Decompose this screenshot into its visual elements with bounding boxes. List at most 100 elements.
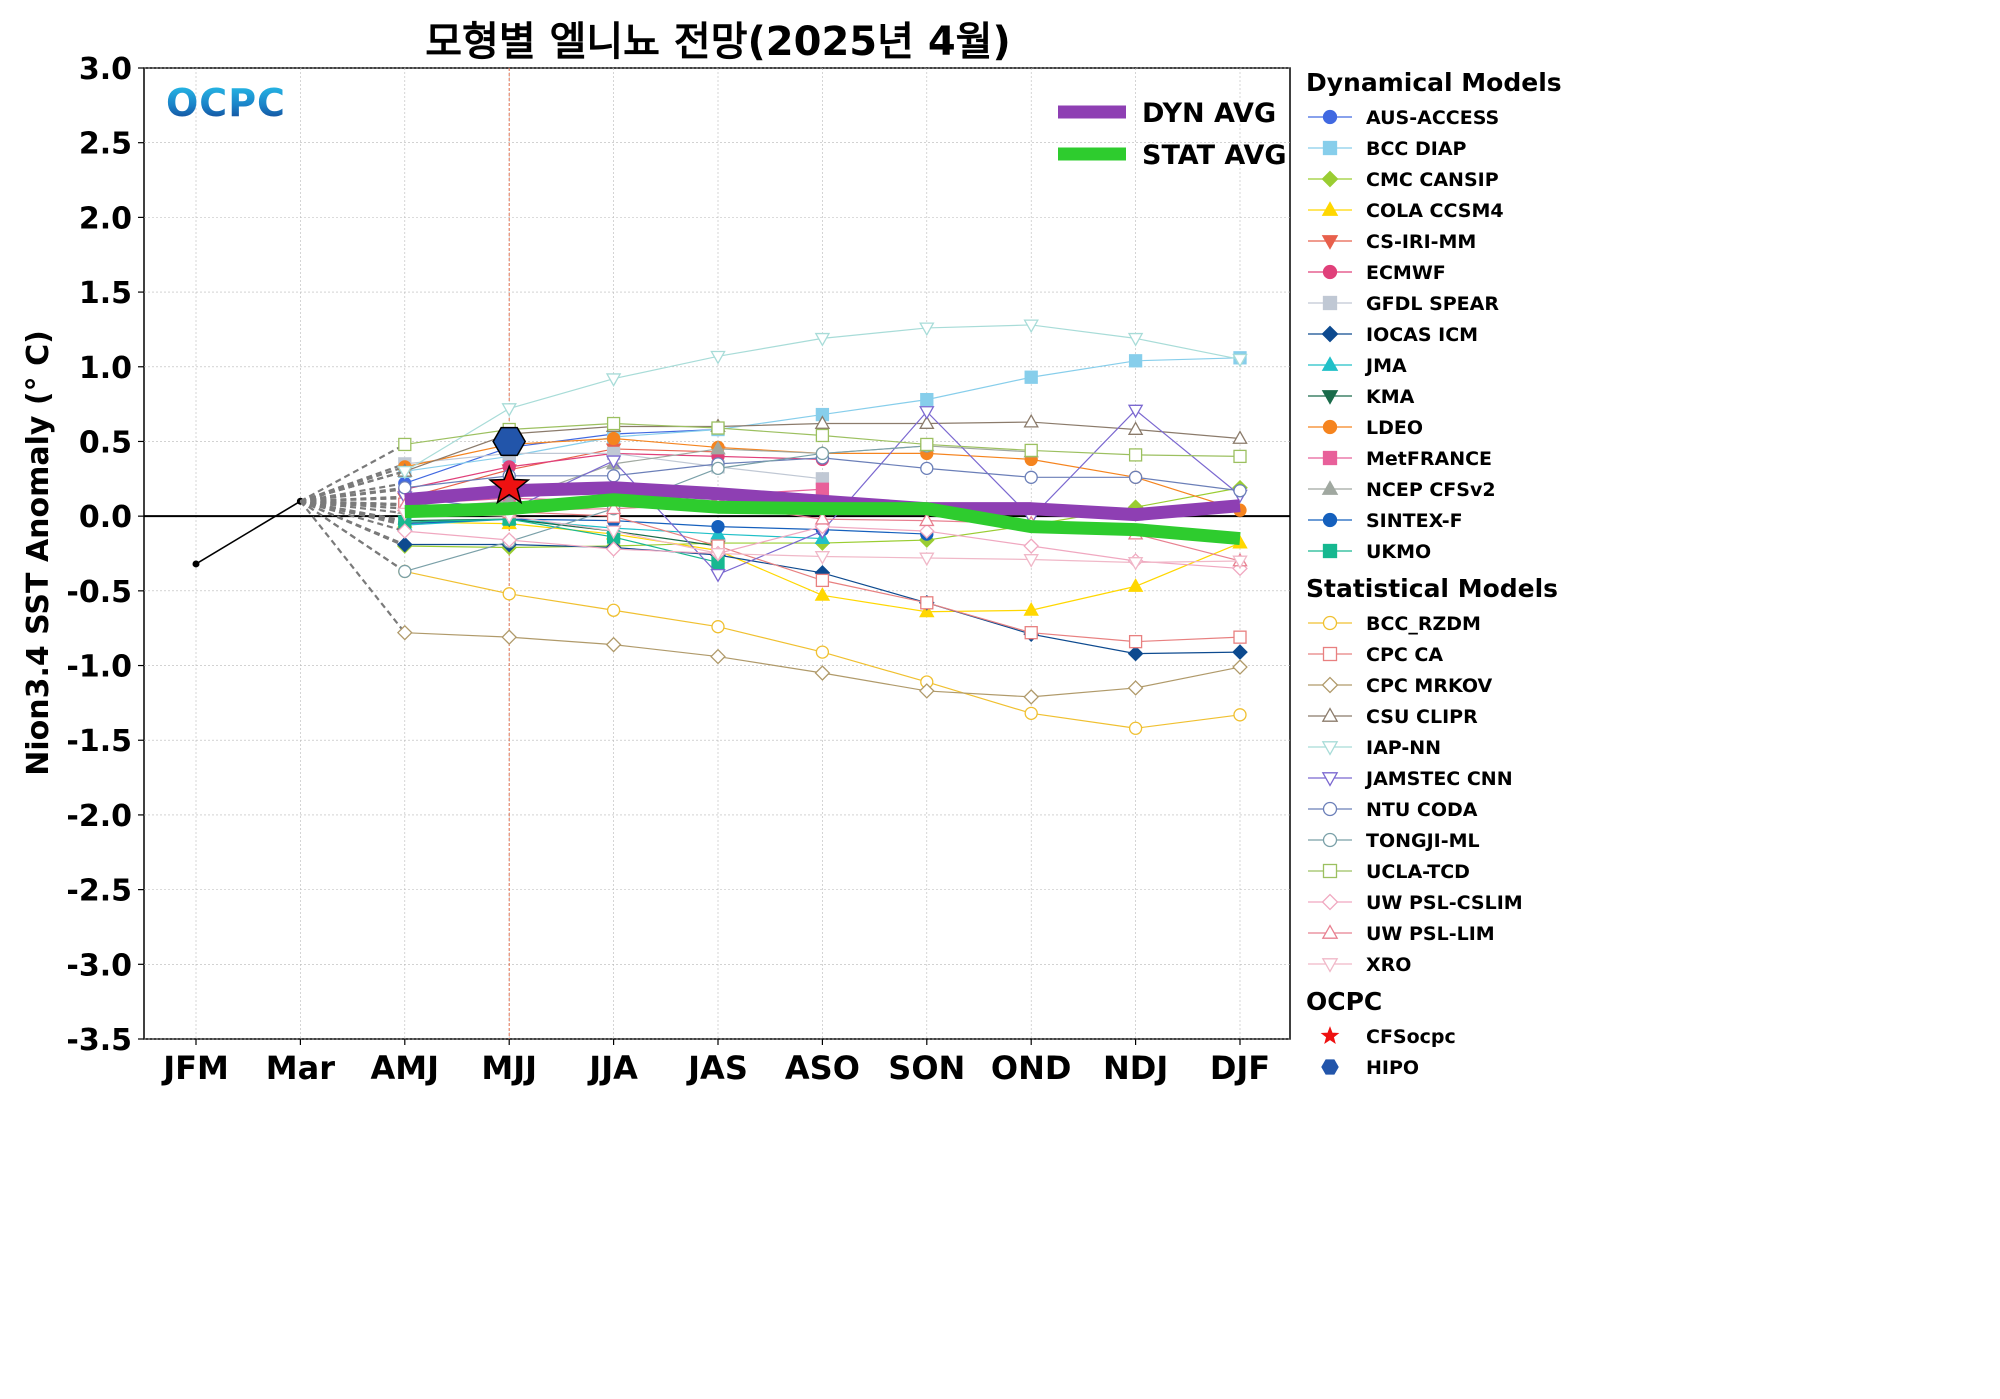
series-line (404, 428, 719, 484)
y-tick-label: 1.5 (79, 276, 132, 311)
connector-line (300, 465, 406, 503)
data-point (396, 523, 413, 539)
data-point (606, 603, 621, 617)
data-point (396, 624, 413, 641)
data-point (1023, 554, 1039, 568)
data-point (711, 519, 725, 534)
y-tick-label: 0.0 (79, 500, 132, 535)
legend-marker (1322, 109, 1338, 125)
data-point (1127, 404, 1144, 419)
data-point (814, 665, 831, 681)
legend-label: TONGJI-ML (1366, 830, 1480, 852)
connector-line (299, 500, 406, 548)
hipo-marker (492, 426, 527, 457)
data-point (815, 446, 830, 461)
connector-line (299, 500, 406, 573)
legend-marker (1321, 480, 1339, 495)
data-point (711, 620, 725, 634)
legend-label: GFDL SPEAR (1366, 293, 1499, 315)
legend-group-title: OCPC (1306, 987, 1382, 1016)
data-point (919, 552, 935, 567)
legend-marker (1321, 356, 1339, 371)
data-point (1024, 626, 1038, 640)
connector-line (299, 500, 406, 546)
y-tick-label: -3.5 (66, 1023, 132, 1058)
legend-marker (1321, 707, 1339, 722)
legend-marker (1322, 450, 1338, 466)
connector-line (300, 495, 405, 503)
x-tick-label: ASO (785, 1049, 860, 1087)
legend-label: CFSocpc (1366, 1026, 1456, 1048)
data-point (1233, 708, 1247, 722)
y-tick-label: -1.5 (66, 724, 132, 759)
data-point (501, 403, 517, 417)
data-point (919, 322, 935, 337)
avg-line-dyn-avg (404, 481, 1241, 522)
data-point (919, 406, 935, 420)
connector-line (300, 500, 406, 533)
legend-marker (1322, 140, 1338, 156)
data-point (919, 415, 935, 429)
data-point (1024, 443, 1038, 458)
legend-label: BCC_RZDM (1366, 613, 1481, 635)
data-point (920, 461, 934, 476)
connector-line (300, 482, 405, 503)
average-series (404, 481, 1241, 546)
avg-legend: DYN AVG STAT AVG (1058, 98, 1287, 171)
avg-line-stat-avg (404, 493, 1241, 546)
legend-marker (1321, 170, 1339, 188)
data-point (710, 548, 726, 562)
data-point (1127, 645, 1144, 662)
data-point (814, 415, 831, 429)
data-point (1128, 354, 1143, 368)
legend-marker (1322, 543, 1338, 559)
data-point (815, 428, 830, 443)
legend-marker (1321, 772, 1339, 787)
data-point (920, 596, 934, 610)
data-point (396, 536, 413, 553)
legend-label: NCEP CFSv2 (1366, 479, 1496, 501)
data-point (920, 437, 934, 452)
data-point (1127, 578, 1144, 592)
data-point (605, 541, 622, 557)
legend-label: CS-IRI-MM (1366, 231, 1476, 253)
data-point (1233, 449, 1247, 464)
data-point (1023, 413, 1039, 428)
y-tick-label: 1.0 (79, 351, 132, 386)
x-tick-label: OND (991, 1049, 1072, 1087)
y-axis-label: Nion3.4 SST Anomaly (° C) (21, 330, 56, 776)
legend-label: NTU CODA (1366, 799, 1478, 821)
series-iap-nn (300, 319, 1248, 503)
legend-label: UCLA-TCD (1366, 861, 1470, 883)
data-point (1127, 421, 1144, 435)
legend-label: UW PSL-CSLIM (1366, 892, 1523, 914)
data-point (1128, 448, 1143, 462)
data-point (814, 551, 831, 565)
data-point (710, 350, 726, 365)
legend-label: CMC CANSIP (1366, 169, 1499, 191)
data-point (814, 510, 831, 525)
legend-label: XRO (1366, 954, 1411, 976)
legend-marker (1322, 863, 1338, 879)
data-point (1232, 353, 1248, 368)
data-point (606, 469, 621, 483)
avg-legend-label: DYN AVG (1142, 98, 1276, 129)
cfsocpc-marker (488, 464, 531, 505)
data-point (919, 603, 935, 618)
y-tick-label: -3.0 (66, 948, 132, 983)
legend-label: COLA CCSM4 (1366, 200, 1504, 222)
data-point (397, 465, 413, 480)
plot-area (143, 67, 1291, 1040)
data-point (815, 573, 830, 588)
legend-marker (1322, 419, 1338, 435)
legend-marker (1321, 390, 1339, 405)
connector-line (300, 462, 406, 503)
connector-line (300, 500, 406, 524)
legend-label: JMA (1364, 355, 1407, 377)
data-point (1233, 484, 1247, 498)
data-point (1024, 706, 1038, 720)
legend-label: CPC MRKOV (1366, 675, 1492, 697)
data-point (814, 587, 831, 601)
data-point (1024, 470, 1038, 484)
series-xro (300, 500, 1248, 571)
